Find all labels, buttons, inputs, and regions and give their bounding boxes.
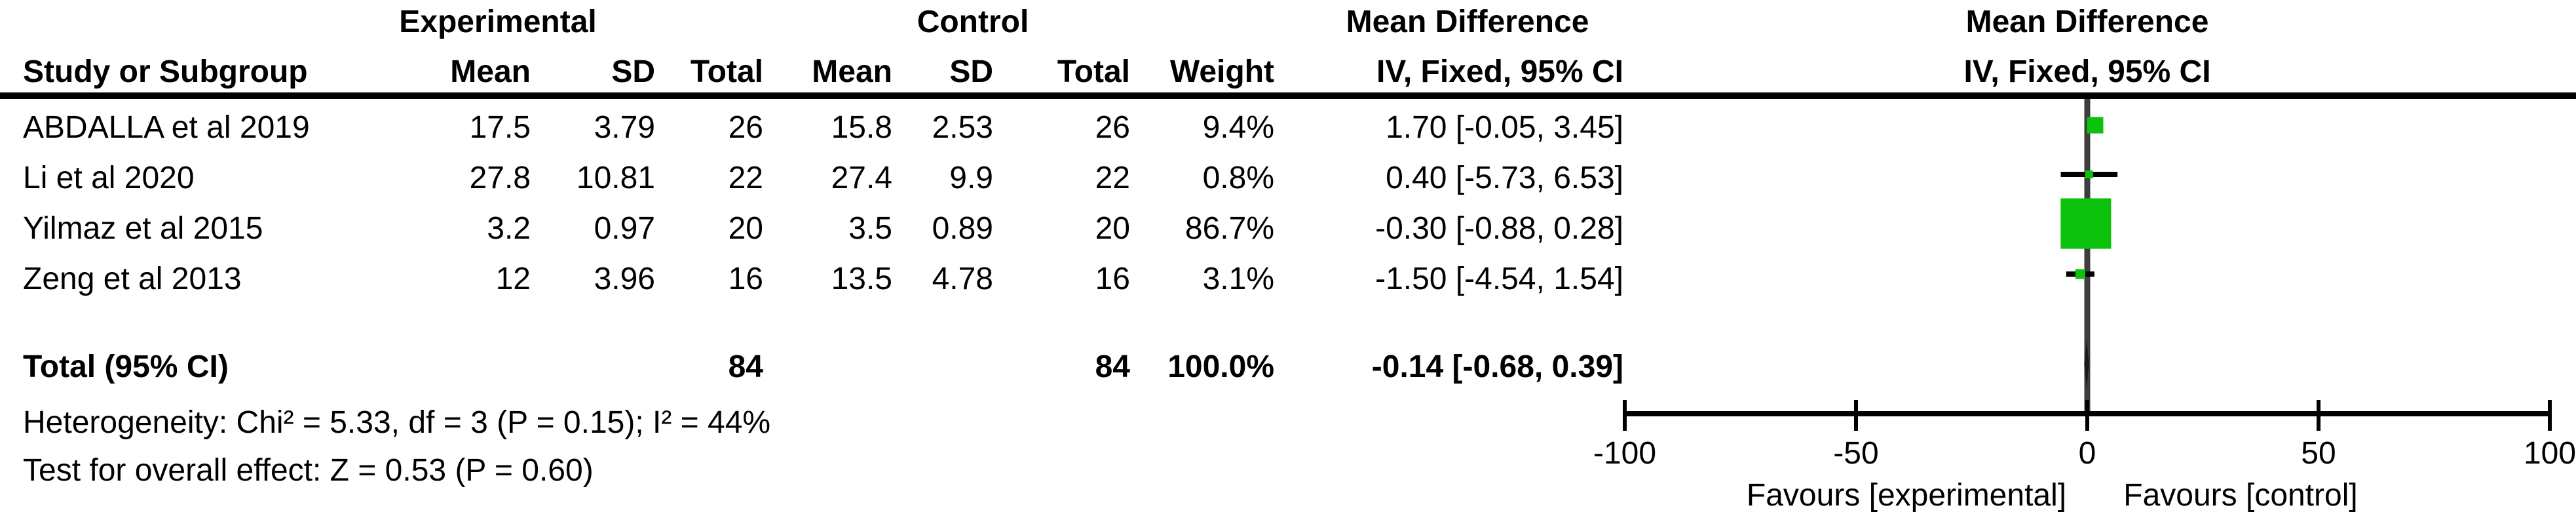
col-header-sd-exp: SD: [611, 54, 655, 89]
favours-right-label: Favours [control]: [2123, 478, 2357, 513]
weight: 9.4%: [1202, 110, 1274, 145]
total-weight: 100.0%: [1167, 349, 1274, 384]
total-ctl: 22: [1095, 161, 1130, 195]
total-exp: 16: [728, 262, 763, 296]
heterogeneity-note: Heterogeneity: Chi² = 5.33, df = 3 (P = …: [23, 405, 771, 440]
sd-exp: 10.81: [576, 161, 655, 195]
col-header-total-exp: Total: [690, 54, 763, 89]
weight-square: [2085, 170, 2093, 178]
sd-ctl: 4.78: [932, 262, 993, 296]
weight-square: [2075, 269, 2085, 279]
ci-text: 0.40 [-5.73, 6.53]: [1386, 161, 1623, 195]
group-header-mean-difference-right: Mean Difference: [1965, 5, 2209, 39]
axis-tick-label: 50: [2301, 436, 2336, 471]
study-name: Li et al 2020: [23, 161, 195, 195]
axis-tick-label: 100: [2524, 436, 2576, 471]
favours-left-label: Favours [experimental]: [1747, 478, 2066, 513]
weight: 86.7%: [1184, 211, 1274, 246]
total-n-ctl: 84: [1095, 349, 1130, 384]
study-name: Zeng et al 2013: [23, 262, 242, 296]
col-header-ci-right: IV, Fixed, 95% CI: [1963, 54, 2211, 89]
overall-effect-note: Test for overall effect: Z = 0.53 (P = 0…: [23, 453, 594, 488]
col-header-weight: Weight: [1169, 54, 1274, 89]
ci-text: -0.30 [-0.88, 0.28]: [1375, 211, 1623, 246]
sd-ctl: 9.9: [949, 161, 993, 195]
mean-ctl: 27.4: [831, 161, 892, 195]
total-exp: 20: [728, 211, 763, 246]
weight: 0.8%: [1202, 161, 1274, 195]
header-divider: [0, 92, 2576, 99]
mean-exp: 17.5: [469, 110, 531, 145]
total-ctl: 20: [1095, 211, 1130, 246]
axis-tick-label: 0: [2079, 436, 2096, 471]
mean-ctl: 13.5: [831, 262, 892, 296]
total-label: Total (95% CI): [23, 349, 229, 384]
col-header-sd-ctl: SD: [949, 54, 993, 89]
col-header-study: Study or Subgroup: [23, 54, 308, 89]
col-header-total-ctl: Total: [1057, 54, 1130, 89]
sd-ctl: 0.89: [932, 211, 993, 246]
weight-square: [2060, 198, 2112, 249]
total-ctl: 16: [1095, 262, 1130, 296]
group-header-mean-difference-left: Mean Difference: [1346, 5, 1589, 39]
col-header-mean-ctl: Mean: [812, 54, 892, 89]
total-n-exp: 84: [728, 349, 763, 384]
group-header-control: Control: [917, 5, 1029, 39]
axis-tick-label: -100: [1593, 436, 1656, 471]
study-name: Yilmaz et al 2015: [23, 211, 263, 246]
col-header-mean-exp: Mean: [450, 54, 531, 89]
mean-ctl: 15.8: [831, 110, 892, 145]
mean-exp: 12: [495, 262, 531, 296]
mean-exp: 27.8: [469, 161, 531, 195]
total-ci-text: -0.14 [-0.68, 0.39]: [1371, 349, 1623, 384]
weight-square: [2087, 117, 2104, 134]
sd-exp: 0.97: [594, 211, 655, 246]
weight: 3.1%: [1202, 262, 1274, 296]
mean-ctl: 3.5: [848, 211, 892, 246]
group-header-experimental: Experimental: [399, 5, 597, 39]
sd-ctl: 2.53: [932, 110, 993, 145]
col-header-ci-left: IV, Fixed, 95% CI: [1376, 54, 1623, 89]
sd-exp: 3.96: [594, 262, 655, 296]
total-exp: 22: [728, 161, 763, 195]
sd-exp: 3.79: [594, 110, 655, 145]
mean-exp: 3.2: [487, 211, 531, 246]
ci-text: -1.50 [-4.54, 1.54]: [1375, 262, 1623, 296]
total-ctl: 26: [1095, 110, 1130, 145]
ci-text: 1.70 [-0.05, 3.45]: [1386, 110, 1623, 145]
total-exp: 26: [728, 110, 763, 145]
study-name: ABDALLA et al 2019: [23, 110, 310, 145]
total-diamond: [2084, 340, 2089, 387]
axis-tick-label: -50: [1833, 436, 1878, 471]
